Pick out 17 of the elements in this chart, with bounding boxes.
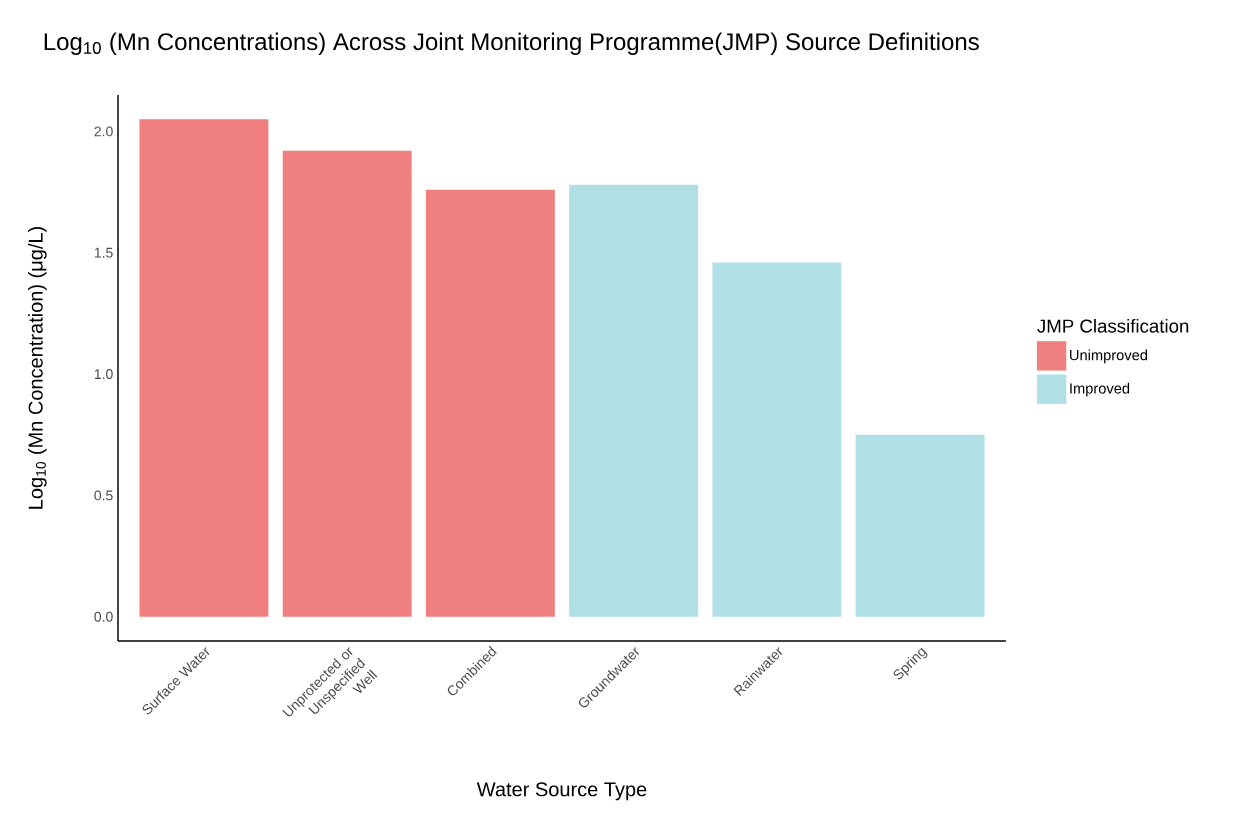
legend-title: JMP Classification <box>1037 318 1189 333</box>
bar <box>569 184 699 617</box>
bar <box>282 150 412 617</box>
chart-title: Log$_{10}$ (Mn Concentrations) Across Joint Monitoring Programme(JMP) Source Definitions <box>44 32 979 55</box>
y-tick-label: 0.0 <box>94 611 113 622</box>
y-tick-label: 1.5 <box>94 247 113 258</box>
x-axis-title: Water Source Type <box>476 782 647 801</box>
bar <box>855 434 985 617</box>
y-tick-label: 2.0 <box>94 126 113 137</box>
bar <box>712 262 842 617</box>
y-axis-title: Log$_{10}$ (Mn Concentration) (μg/L) <box>28 227 47 509</box>
y-tick-label: 1.0 <box>94 369 113 380</box>
legend-label: Unimproved <box>1070 349 1148 364</box>
bar <box>425 189 555 617</box>
y-tick-label: 0.5 <box>94 490 113 501</box>
legend-label: Improved <box>1070 382 1130 397</box>
bar <box>139 119 269 617</box>
